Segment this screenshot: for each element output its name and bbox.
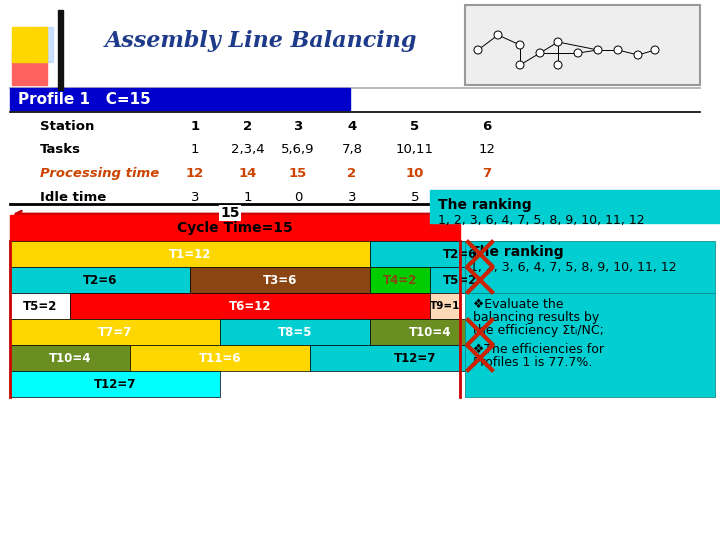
Text: Tasks: Tasks [40, 143, 81, 156]
Bar [430, 293, 460, 319]
Text: T2=6: T2=6 [443, 247, 477, 260]
Text: T7=7: T7=7 [98, 326, 132, 339]
Text: Cycle Time=15: Cycle Time=15 [177, 221, 293, 235]
Text: 6: 6 [482, 120, 492, 133]
Text: 1: 1 [244, 191, 252, 204]
Bar [465, 241, 715, 293]
Text: 15: 15 [289, 167, 307, 180]
Bar [370, 267, 430, 293]
Text: 14: 14 [239, 167, 257, 180]
Circle shape [594, 46, 602, 54]
Bar [370, 319, 490, 345]
Bar [10, 241, 370, 267]
Bar [310, 345, 520, 371]
Circle shape [536, 49, 544, 57]
Circle shape [516, 61, 524, 69]
Bar [35, 27, 53, 62]
Text: 3: 3 [191, 191, 199, 204]
Bar [10, 215, 460, 241]
Circle shape [634, 51, 642, 59]
Text: T12=7: T12=7 [94, 377, 136, 390]
Text: 5: 5 [410, 120, 420, 133]
Text: 12: 12 [186, 167, 204, 180]
Text: 1: 1 [190, 120, 199, 133]
Text: Station: Station [40, 120, 94, 133]
Circle shape [554, 61, 562, 69]
Text: T12=7: T12=7 [394, 352, 436, 365]
Text: 1: 1 [191, 143, 199, 156]
Text: 2,3,4: 2,3,4 [231, 143, 265, 156]
Text: 5,6,9: 5,6,9 [282, 143, 315, 156]
Text: 4: 4 [347, 120, 356, 133]
Text: T10=4: T10=4 [409, 326, 451, 339]
Text: 5: 5 [410, 191, 419, 204]
Bar [58, 10, 63, 90]
Circle shape [516, 41, 524, 49]
Text: T5=2: T5=2 [23, 300, 57, 313]
Text: T10=4: T10=4 [49, 352, 91, 365]
Text: T2=6: T2=6 [83, 273, 117, 287]
Circle shape [614, 46, 622, 54]
Bar [10, 293, 70, 319]
Circle shape [474, 46, 482, 54]
Text: T5=2: T5=2 [443, 273, 477, 287]
Text: T9=1: T9=1 [430, 301, 460, 311]
Text: T1=12: T1=12 [168, 247, 211, 260]
Text: 2: 2 [243, 120, 253, 133]
Bar [430, 267, 490, 293]
Text: The ranking: The ranking [470, 245, 564, 259]
Bar [430, 190, 720, 223]
Text: Idle time: Idle time [40, 191, 107, 204]
Text: 7,8: 7,8 [341, 143, 362, 156]
Bar [465, 293, 715, 397]
Text: Processing time: Processing time [40, 167, 159, 180]
Bar [130, 345, 310, 371]
Text: Assembly Line Balancing: Assembly Line Balancing [105, 30, 418, 52]
Bar [10, 267, 190, 293]
Text: T3=6: T3=6 [263, 273, 297, 287]
Circle shape [574, 49, 582, 57]
Text: 10: 10 [406, 167, 424, 180]
Bar [10, 345, 130, 371]
Text: 7: 7 [482, 167, 492, 180]
Text: 0: 0 [294, 191, 302, 204]
Text: 3: 3 [293, 120, 302, 133]
Text: ❖Evaluate the: ❖Evaluate the [473, 298, 564, 311]
Bar [190, 267, 370, 293]
Bar [12, 27, 47, 62]
Bar [10, 319, 220, 345]
FancyBboxPatch shape [465, 5, 700, 85]
Text: 2: 2 [348, 167, 356, 180]
Text: ❖The efficiencies for: ❖The efficiencies for [473, 343, 604, 356]
Bar [10, 371, 220, 397]
Text: Profiles 1 is 77.7%.: Profiles 1 is 77.7%. [473, 356, 593, 369]
Text: 3: 3 [348, 191, 356, 204]
Bar [10, 88, 350, 110]
Text: The ranking: The ranking [438, 198, 531, 212]
Text: 15: 15 [220, 206, 240, 220]
Bar [12, 50, 47, 85]
Text: T4=2: T4=2 [383, 273, 417, 287]
Text: 8: 8 [483, 191, 491, 204]
Bar [370, 241, 550, 267]
Text: Profile 1   C=15: Profile 1 C=15 [18, 91, 150, 106]
Text: T6=12: T6=12 [229, 300, 271, 313]
Bar [220, 319, 370, 345]
Bar [70, 293, 430, 319]
Text: 12: 12 [479, 143, 495, 156]
Text: T8=5: T8=5 [278, 326, 312, 339]
Text: the efficiency Σtᵢ/NC;: the efficiency Σtᵢ/NC; [473, 324, 604, 337]
Circle shape [494, 31, 502, 39]
Text: T11=6: T11=6 [199, 352, 241, 365]
Circle shape [651, 46, 659, 54]
Circle shape [554, 38, 562, 46]
Text: 1, 2, 3, 6, 4, 7, 5, 8, 9, 10, 11, 12: 1, 2, 3, 6, 4, 7, 5, 8, 9, 10, 11, 12 [438, 214, 644, 227]
Text: 1, 2, 3, 6, 4, 7, 5, 8, 9, 10, 11, 12: 1, 2, 3, 6, 4, 7, 5, 8, 9, 10, 11, 12 [470, 261, 677, 274]
Text: 10,11: 10,11 [396, 143, 434, 156]
Text: balancing results by: balancing results by [473, 311, 599, 324]
